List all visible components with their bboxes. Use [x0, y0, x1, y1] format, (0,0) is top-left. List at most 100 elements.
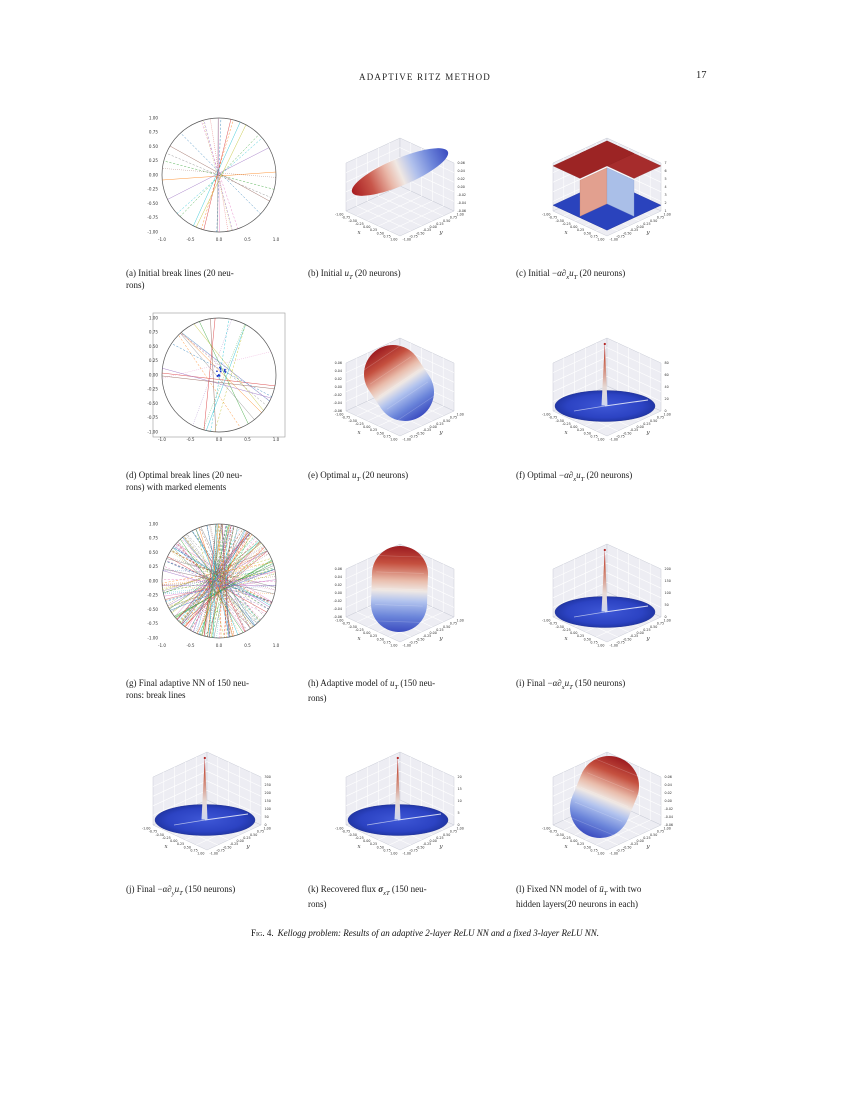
svg-text:0.25: 0.25 [577, 842, 584, 846]
plot-l-fixed-nn-u: -1.00-0.75-0.50-0.250.000.250.500.751.00… [542, 751, 673, 856]
svg-text:250: 250 [265, 783, 271, 787]
svg-text:0.75: 0.75 [383, 434, 390, 438]
svg-text:1.00: 1.00 [664, 619, 671, 623]
svg-text:0.50: 0.50 [443, 419, 450, 423]
svg-text:0.00: 0.00 [149, 372, 159, 377]
svg-text:0.50: 0.50 [650, 833, 657, 837]
svg-text:-0.75: -0.75 [409, 640, 418, 644]
svg-text:-0.50: -0.50 [416, 231, 425, 235]
svg-text:0.06: 0.06 [665, 775, 672, 779]
svg-text:0.75: 0.75 [450, 416, 457, 420]
svg-text:-0.25: -0.25 [562, 836, 571, 840]
svg-text:-0.50: -0.50 [147, 607, 158, 612]
svg-text:0: 0 [665, 409, 667, 413]
svg-text:-0.02: -0.02 [333, 599, 342, 603]
svg-text:-0.06: -0.06 [333, 409, 342, 413]
svg-text:-0.75: -0.75 [409, 234, 418, 238]
svg-text:0.00: 0.00 [637, 631, 644, 635]
svg-text:0.00: 0.00 [363, 839, 370, 843]
svg-text:0.00: 0.00 [430, 225, 437, 229]
svg-text:-1.00: -1.00 [147, 229, 158, 234]
svg-text:-0.75: -0.75 [549, 830, 558, 834]
svg-text:-0.04: -0.04 [458, 201, 467, 205]
svg-text:0.50: 0.50 [443, 219, 450, 223]
svg-text:1.00: 1.00 [457, 413, 464, 417]
svg-text:1.00: 1.00 [664, 413, 671, 417]
svg-text:-1.00: -1.00 [542, 413, 551, 417]
svg-text:15: 15 [458, 787, 462, 791]
svg-text:0.25: 0.25 [643, 422, 650, 426]
svg-text:40: 40 [665, 385, 669, 389]
svg-text:100: 100 [665, 591, 671, 595]
svg-text:0: 0 [265, 823, 267, 827]
svg-text:0.25: 0.25 [149, 158, 159, 163]
svg-text:0.02: 0.02 [665, 791, 672, 795]
svg-text:-0.5: -0.5 [187, 237, 195, 242]
svg-text:0.25: 0.25 [149, 358, 159, 363]
svg-text:0.75: 0.75 [657, 622, 664, 626]
svg-text:-0.25: -0.25 [423, 428, 432, 432]
svg-text:-0.25: -0.25 [423, 228, 432, 232]
svg-text:x: x [564, 636, 568, 642]
svg-text:0.50: 0.50 [443, 625, 450, 629]
svg-text:2: 2 [665, 201, 667, 205]
svg-text:0.75: 0.75 [383, 640, 390, 644]
svg-text:-0.50: -0.50 [623, 845, 632, 849]
svg-text:-0.75: -0.75 [549, 622, 558, 626]
svg-text:0.75: 0.75 [149, 130, 159, 135]
svg-text:0.02: 0.02 [458, 177, 465, 181]
page-number: 17 [696, 70, 707, 81]
svg-text:-0.50: -0.50 [623, 231, 632, 235]
svg-text:-0.25: -0.25 [355, 422, 364, 426]
svg-text:0.50: 0.50 [650, 625, 657, 629]
plot-b-initial-u: -1.00-0.75-0.50-0.250.000.250.500.751.00… [335, 137, 467, 242]
svg-text:-0.25: -0.25 [630, 842, 639, 846]
svg-text:-0.50: -0.50 [416, 637, 425, 641]
svg-text:0.75: 0.75 [657, 416, 664, 420]
svg-text:y: y [245, 844, 250, 850]
svg-text:0.50: 0.50 [149, 344, 159, 349]
svg-text:-0.75: -0.75 [616, 848, 625, 852]
svg-text:-1.00: -1.00 [610, 238, 619, 242]
svg-text:1.0: 1.0 [273, 237, 280, 242]
caption-g: (g) Final adaptive NN of 150 neu-rons: b… [126, 678, 249, 700]
svg-text:0.50: 0.50 [377, 845, 384, 849]
svg-text:0.50: 0.50 [377, 231, 384, 235]
svg-text:0.00: 0.00 [149, 578, 159, 583]
svg-text:1.00: 1.00 [457, 619, 464, 623]
svg-text:0.5: 0.5 [244, 237, 251, 242]
svg-text:0.00: 0.00 [570, 631, 577, 635]
svg-text:1.00: 1.00 [597, 438, 604, 442]
svg-text:1.00: 1.00 [390, 438, 397, 442]
svg-text:0.06: 0.06 [335, 567, 342, 571]
svg-text:y: y [438, 636, 443, 642]
svg-text:0.25: 0.25 [243, 836, 250, 840]
figure-caption-text: Kellogg problem: Results of an adaptive … [277, 928, 599, 938]
svg-text:y: y [645, 844, 650, 850]
plot-a-break-lines: 1.000.750.500.250.00-0.25-0.50-0.75-1.00… [147, 115, 280, 242]
svg-text:-1.00: -1.00 [210, 852, 219, 856]
svg-text:0.25: 0.25 [643, 836, 650, 840]
svg-text:-0.75: -0.75 [147, 621, 158, 626]
figure-caption: Fig. 4. Kellogg problem: Results of an ad… [0, 928, 850, 938]
svg-text:-0.75: -0.75 [549, 216, 558, 220]
svg-text:0.00: 0.00 [430, 839, 437, 843]
svg-text:0.75: 0.75 [190, 848, 197, 852]
svg-text:x: x [564, 230, 568, 236]
svg-text:0.0: 0.0 [216, 643, 223, 648]
svg-text:0.5: 0.5 [244, 437, 251, 442]
svg-text:0.0: 0.0 [216, 237, 223, 242]
svg-text:-1.00: -1.00 [542, 213, 551, 217]
svg-text:0.00: 0.00 [458, 185, 465, 189]
svg-text:-0.75: -0.75 [342, 416, 351, 420]
svg-text:1.00: 1.00 [149, 115, 159, 120]
caption-f: (f) Optimal −α∂xuT (20 neurons) [516, 470, 633, 483]
svg-text:0.02: 0.02 [335, 377, 342, 381]
svg-text:-0.75: -0.75 [616, 234, 625, 238]
svg-text:-0.75: -0.75 [149, 830, 158, 834]
svg-text:0.50: 0.50 [650, 219, 657, 223]
svg-text:-0.25: -0.25 [630, 634, 639, 638]
svg-text:0.50: 0.50 [149, 144, 159, 149]
svg-text:0.00: 0.00 [665, 799, 672, 803]
svg-text:-0.75: -0.75 [342, 830, 351, 834]
